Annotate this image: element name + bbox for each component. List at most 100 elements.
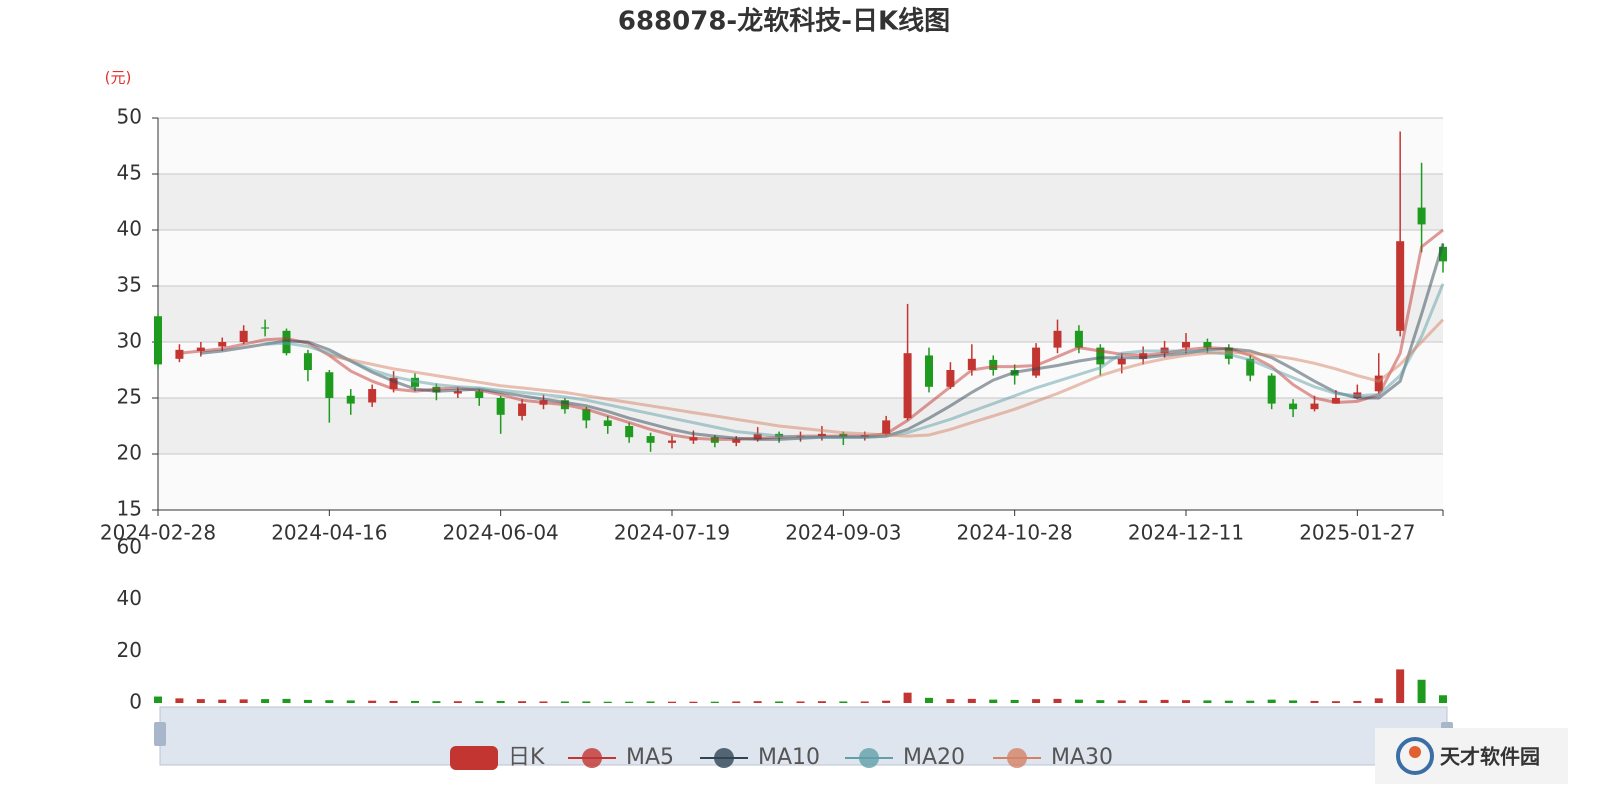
volume-bar: [1074, 699, 1083, 703]
candle-body: [603, 420, 612, 426]
volume-bar: [668, 701, 676, 703]
candle-body: [1310, 403, 1319, 410]
volume-bar: [1353, 700, 1362, 703]
volume-bar: [1160, 699, 1169, 703]
volume-bar: [368, 700, 377, 703]
y-tick-label: 35: [117, 273, 142, 297]
watermark-text: 天才软件园: [1440, 745, 1540, 769]
x-tick-label: 2024-09-03: [785, 521, 901, 545]
legend-symbol: [859, 748, 879, 768]
candle-body: [882, 420, 891, 434]
candle-body: [1439, 246, 1447, 262]
candle-body: [1117, 358, 1126, 365]
candle-body: [925, 355, 933, 387]
candle-body: [1289, 403, 1298, 410]
volume-bar: [1224, 700, 1233, 703]
volume-bar: [518, 701, 527, 703]
candle-body: [368, 389, 377, 403]
candle-body: [1417, 207, 1426, 225]
plot-band: [158, 398, 1443, 454]
legend-symbol: [450, 746, 498, 770]
ma-line: [265, 283, 1445, 439]
candle-body: [496, 398, 505, 415]
candle-body: [668, 440, 676, 443]
candle-body: [1032, 347, 1041, 376]
x-tick-label: 2025-01-27: [1299, 521, 1415, 545]
candle-body: [903, 353, 912, 419]
candle-body: [989, 359, 998, 370]
volume-bar: [925, 697, 933, 703]
candle-body: [1396, 241, 1405, 331]
volume-bar: [989, 699, 998, 703]
y-tick-label: 25: [117, 385, 142, 409]
x-tick-label: 2024-02-28: [100, 521, 216, 545]
volume-bar: [1117, 700, 1126, 703]
legend: 日K MA5 MA10 MA20 MA30: [450, 745, 1113, 770]
volume-bar: [1032, 699, 1041, 703]
x-tick-label: 2024-07-19: [614, 521, 730, 545]
candle-body: [261, 327, 270, 329]
candle-body: [753, 433, 762, 440]
x-tick-label: 2024-10-28: [957, 521, 1073, 545]
x-tick-label: 2024-06-04: [443, 521, 559, 545]
y-tick-label: 0: [129, 690, 142, 714]
candle-body: [732, 439, 741, 443]
volume-bar: [239, 699, 248, 703]
volume-bar: [154, 696, 162, 703]
candle-body: [1053, 330, 1062, 348]
candle-body: [946, 370, 955, 387]
y-unit: (元): [105, 69, 132, 87]
volume-bar: [389, 700, 398, 703]
y-tick-label: 20: [117, 638, 142, 662]
volume-bar: [882, 700, 891, 703]
y-tick-label: 50: [117, 105, 142, 129]
volume-bar: [817, 701, 826, 703]
candle-body: [196, 347, 205, 351]
candle-body: [625, 426, 634, 438]
volume-bar: [196, 699, 205, 703]
volume-bar: [175, 698, 184, 703]
x-tick-label: 2024-04-16: [271, 521, 387, 545]
candle-body: [346, 395, 355, 404]
volume-bar: [1246, 700, 1255, 703]
volume-bar: [475, 701, 484, 703]
legend-label: 日K: [508, 745, 545, 770]
candle-body: [303, 353, 312, 370]
candle-body: [1267, 375, 1276, 404]
chart-title: 688078-龙软科技-日K线图: [618, 7, 950, 37]
y-tick-label: 60: [117, 535, 142, 559]
y-tick-label: 40: [117, 586, 142, 610]
legend-label: MA30: [1051, 745, 1113, 770]
volume-bar: [839, 701, 848, 703]
volume-bar: [1053, 698, 1062, 703]
legend-symbol: [714, 748, 734, 768]
candle-body: [453, 391, 462, 394]
zoom-handle[interactable]: [154, 722, 166, 746]
candle-body: [389, 377, 398, 390]
y-tick-label: 15: [117, 497, 142, 521]
volume-bar: [303, 699, 312, 703]
volume-bar: [689, 701, 698, 703]
volume-bar: [625, 701, 634, 703]
zoom-track[interactable]: [159, 706, 1448, 766]
volume-bar: [1374, 698, 1383, 703]
volume-bar: [1139, 700, 1148, 703]
legend-symbol: [582, 748, 602, 768]
watermark-box: [1375, 728, 1568, 784]
volume-bar: [1267, 699, 1276, 703]
candle-body: [582, 409, 591, 421]
y-tick-label: 45: [117, 161, 142, 185]
volume-bar: [1010, 699, 1019, 703]
volume-bar: [1331, 701, 1340, 703]
volume-bar: [261, 699, 270, 703]
legend-label: MA10: [758, 745, 820, 770]
candle-body: [1374, 375, 1383, 392]
x-tick-label: 2024-12-11: [1128, 521, 1244, 545]
volume-bar: [1439, 695, 1447, 703]
volume-bar: [1396, 669, 1405, 703]
volume-bar: [796, 701, 805, 703]
candle-body: [967, 358, 976, 370]
plot-band: [158, 118, 1443, 174]
